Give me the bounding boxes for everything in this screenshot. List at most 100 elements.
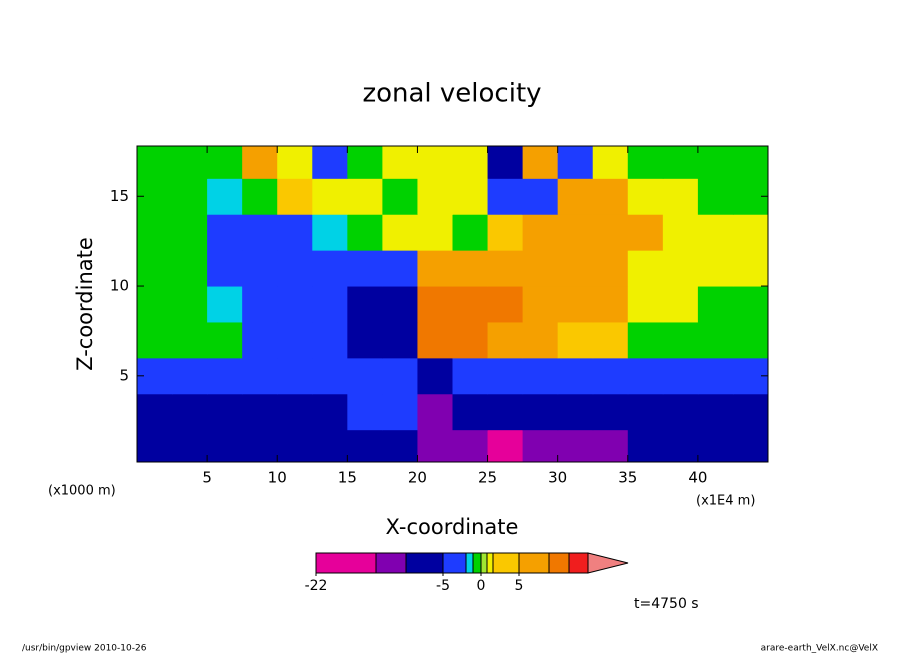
- field-cell: [732, 429, 768, 462]
- field-cell: [382, 429, 418, 462]
- field-cell: [137, 286, 173, 323]
- field-cell: [732, 393, 768, 431]
- field-cell: [592, 286, 629, 323]
- field-cell: [557, 286, 594, 323]
- field-cell: [382, 214, 418, 251]
- field-cell: [277, 178, 313, 215]
- field-cell: [452, 321, 489, 359]
- field-cell: [697, 429, 734, 462]
- field-cell: [347, 393, 383, 431]
- field-cell: [697, 146, 734, 179]
- field-cell: [382, 250, 418, 287]
- field-cell: [242, 146, 278, 179]
- field-cell: [487, 429, 524, 462]
- field-cell: [557, 250, 594, 287]
- field-cell: [207, 250, 243, 287]
- field-cell: [452, 429, 489, 462]
- field-cell: [382, 357, 418, 395]
- field-cell: [452, 393, 489, 431]
- field-cell: [627, 250, 664, 287]
- field-cell: [207, 357, 243, 395]
- field-cell: [172, 393, 208, 431]
- colorbar-box: [405, 552, 444, 574]
- field-cell: [592, 178, 629, 215]
- field-cell: [277, 146, 313, 179]
- field-cell: [137, 429, 173, 462]
- field-cell: [207, 393, 243, 431]
- y-tick-label: 15: [110, 187, 129, 205]
- field-cell: [347, 178, 383, 215]
- x-tick-label: 10: [268, 469, 287, 487]
- field-cell: [452, 357, 489, 395]
- field-cell: [487, 250, 524, 287]
- y-axis-label: Z-coordinate: [73, 237, 97, 371]
- field-cell: [662, 393, 699, 431]
- field-cell: [242, 250, 278, 287]
- field-cell: [277, 429, 313, 462]
- field-cell: [172, 321, 208, 359]
- field-cell: [417, 429, 453, 462]
- field-cell: [487, 357, 524, 395]
- x-tick-label: 5: [202, 469, 212, 487]
- field-cell: [242, 321, 278, 359]
- field-cell: [522, 214, 559, 251]
- field-cell: [347, 286, 383, 323]
- field-cell: [662, 146, 699, 179]
- field-cell: [172, 178, 208, 215]
- field-cell: [592, 214, 629, 251]
- colorbar-extension: [587, 552, 629, 574]
- field-cell: [172, 286, 208, 323]
- field-cell: [382, 178, 418, 215]
- field-cell: [627, 357, 664, 395]
- contour-field: [137, 146, 768, 462]
- field-cell: [347, 321, 383, 359]
- colorbar-box: [465, 552, 474, 574]
- field-cell: [417, 178, 453, 215]
- field-cell: [242, 393, 278, 431]
- field-cell: [732, 146, 768, 179]
- field-cell: [312, 393, 348, 431]
- field-cell: [417, 250, 453, 287]
- field-cell: [347, 146, 383, 179]
- field-cell: [697, 357, 734, 395]
- field-cell: [592, 250, 629, 287]
- field-cell: [732, 214, 768, 251]
- field-cell: [347, 214, 383, 251]
- colorbar-box: [375, 552, 407, 574]
- field-cell: [417, 286, 453, 323]
- field-cell: [627, 146, 664, 179]
- time-annotation: t=4750 s: [634, 596, 699, 612]
- field-cell: [312, 250, 348, 287]
- field-cell: [697, 286, 734, 323]
- field-cell: [592, 146, 629, 179]
- field-cell: [557, 146, 594, 179]
- field-cell: [592, 393, 629, 431]
- field-cell: [592, 321, 629, 359]
- field-cell: [137, 214, 173, 251]
- field-cell: [627, 429, 664, 462]
- field-cell: [207, 321, 243, 359]
- footer-right: arare-earth_VelX.nc@VelX: [761, 644, 878, 654]
- field-cell: [207, 429, 243, 462]
- colorbar-box: [492, 552, 520, 574]
- field-cell: [137, 250, 173, 287]
- field-cell: [382, 321, 418, 359]
- y-tick-label: 10: [110, 277, 129, 295]
- field-cell: [487, 321, 524, 359]
- field-cell: [522, 393, 559, 431]
- field-cell: [557, 357, 594, 395]
- field-cell: [732, 250, 768, 287]
- field-cell: [522, 357, 559, 395]
- colorbar-tick-label: -22: [305, 578, 328, 594]
- x-tick-label: 25: [478, 469, 497, 487]
- field-cell: [592, 357, 629, 395]
- field-cell: [417, 393, 453, 431]
- y-unit: (x1000 m): [48, 484, 116, 499]
- colorbar-box: [472, 552, 482, 574]
- field-cell: [627, 286, 664, 323]
- x-unit: (x1E4 m): [696, 494, 755, 509]
- field-cell: [487, 286, 524, 323]
- field-cell: [557, 214, 594, 251]
- footer-left: /usr/bin/gpview 2010-10-26: [22, 644, 147, 654]
- colorbar-box: [315, 552, 377, 574]
